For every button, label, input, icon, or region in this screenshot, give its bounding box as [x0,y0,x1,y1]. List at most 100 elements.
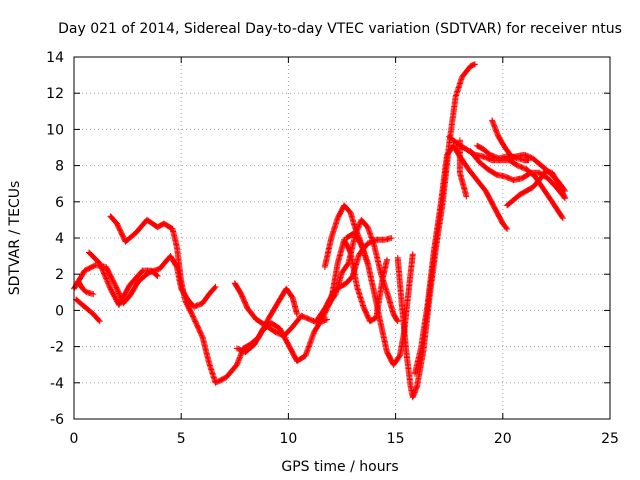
data-point-markers [491,204,506,226]
data-point-markers [459,64,473,80]
data-point-markers [199,292,212,307]
data-point-markers [523,184,535,194]
data-point-markers [536,169,548,184]
data-point-markers [244,305,259,322]
data-point-markers [452,75,465,100]
data-point-markers [173,244,184,284]
data-point-markers [484,166,499,177]
data-point [212,283,219,290]
x-tick-label: 5 [177,431,186,447]
data-point [388,235,395,241]
y-tick-label: 8 [55,159,64,175]
data-point-markers [167,253,180,269]
data-point-markers [313,306,328,325]
data-point-markers [360,303,373,324]
data-point-markers [499,220,510,231]
series-sat-m [411,142,511,377]
data-point-markers [126,279,141,299]
data-point-markers [135,270,152,285]
data-point-markers [285,341,300,363]
series-sat-j [324,216,401,325]
data-point-markers [231,280,244,296]
data-point [504,225,511,232]
series-sat-o [456,137,470,200]
data-point [561,195,568,202]
data-point-markers [341,202,353,215]
data-point-markers [405,252,416,296]
data-point-markers [199,334,212,365]
data-point-markers [122,230,139,245]
data-point-markers [169,225,180,249]
data-point-markers [182,298,195,316]
data-point [384,256,391,263]
data-point-markers [90,311,102,324]
data-point-markers [366,315,379,325]
data-point-markers [126,268,145,289]
data-point-markers [476,159,490,172]
data-point-markers [103,264,120,291]
data-point [559,215,566,222]
data-point-markers [96,260,113,291]
data-point-markers [418,301,431,350]
data-point-markers [510,192,522,203]
data-point-markers [354,283,366,309]
data-point-markers [266,297,283,321]
series-sat-b [73,296,103,325]
y-tick-label: 12 [46,86,64,102]
data-point [463,193,470,200]
data-point-markers [253,316,267,328]
series-sat-d [86,249,161,308]
data-point-markers [345,234,358,267]
y-tick-label: -2 [50,340,64,356]
data-point-markers [156,254,173,272]
data-point [364,260,371,267]
data-point-markers [302,330,317,359]
data-point-markers [474,177,488,193]
data-point-markers [377,269,390,294]
data-point-markers [390,311,401,324]
data-point-markers [347,209,358,229]
data-point-markers [276,325,291,347]
data-point-markers [86,249,102,266]
data-point-markers [148,267,160,279]
data-point-markers [521,151,535,161]
x-axis-label: GPS time / hours [281,459,398,475]
data-point-markers [81,303,96,317]
data-point-markers [188,311,206,340]
x-tick-label: 25 [601,431,619,447]
data-point-markers [446,133,460,147]
data-point-markers [504,197,516,209]
y-tick-label: 10 [46,122,64,138]
data-point-markers [519,170,533,182]
data-point-markers [107,213,119,226]
data-point-markers [242,342,257,355]
data-point-markers [133,218,149,236]
axis-tick-labels: 0 5 10 15 20 25 -6 -4 -2 0 2 4 6 8 10 12 14 [46,50,619,447]
data-point-markers [178,278,189,303]
data-point-markers [399,303,410,354]
data-point-markers [283,285,295,300]
y-axis-label: SDTVAR / TECUs [7,181,23,296]
data-point-markers [268,320,282,331]
data-point [154,273,161,280]
data-point-markers [547,169,561,184]
data-point-markers [324,292,338,310]
data-point [293,311,300,318]
data-point-markers [289,313,304,330]
data-point-markers [437,153,450,209]
data-point-markers [424,247,437,307]
data-point-markers [328,216,341,241]
data-point-markers [480,146,492,157]
data-point-markers [289,294,300,316]
x-tick-label: 15 [387,431,405,447]
data-point-markers [120,294,132,307]
data-point-markers [538,162,552,175]
y-tick-label: -4 [50,376,64,392]
data-point [409,251,416,258]
data-point-markers [73,296,87,309]
data-point-markers [206,284,218,298]
data-point-markers [161,220,175,232]
data-point-markers [495,133,508,150]
data-point-markers [414,348,427,390]
data-point [96,318,103,325]
